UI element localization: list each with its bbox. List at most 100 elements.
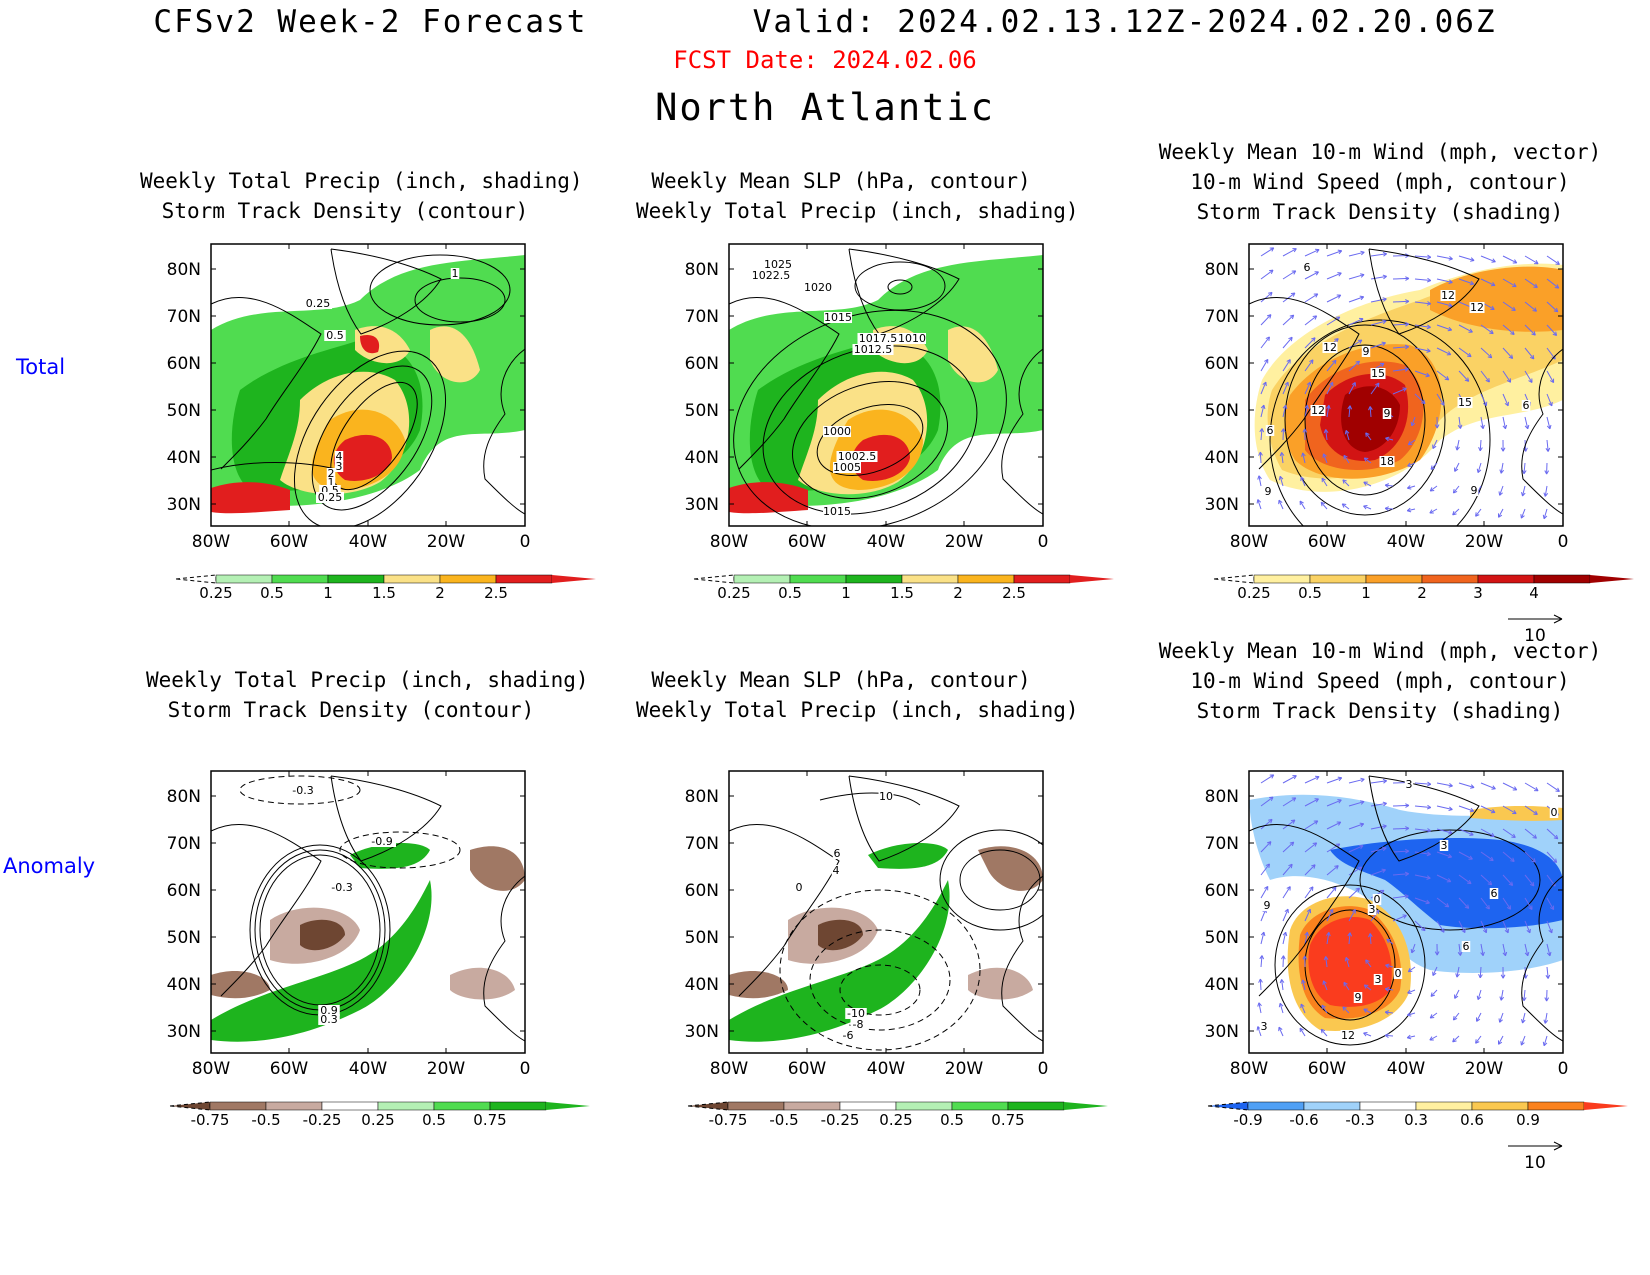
- contour-label: 1002.5: [838, 450, 877, 463]
- wind-vector: [1342, 1006, 1350, 1014]
- wind-vector-head: [1404, 848, 1410, 854]
- wind-vector-head: [1278, 1002, 1284, 1008]
- wind-vector-head: [1280, 428, 1286, 433]
- wind-vector: [1282, 863, 1293, 876]
- colorbar-label: 0.5: [940, 1111, 964, 1129]
- lon-label: 20W: [945, 1059, 984, 1079]
- contour-label-bg: [319, 485, 341, 496]
- wind-vector: [1260, 819, 1273, 830]
- wind-vector-head: [1344, 957, 1350, 962]
- wind-vector: [1326, 865, 1339, 876]
- wind-vector: [1453, 485, 1460, 494]
- wind-vector-head: [1467, 352, 1472, 358]
- wind-vector: [1414, 324, 1431, 328]
- wind-vector: [1257, 499, 1262, 510]
- wind-vector: [1414, 255, 1431, 258]
- colorbar-label: 2.5: [1002, 584, 1026, 602]
- wind-vector: [1343, 455, 1350, 464]
- contour-label-bg: [368, 836, 396, 847]
- wind-vector: [1408, 439, 1416, 446]
- contour-label: 6: [1463, 940, 1470, 953]
- lat-label: 30N: [685, 1022, 719, 1042]
- wind-vector-head: [1490, 832, 1495, 837]
- wind-vector: [1326, 799, 1342, 807]
- wind-vector: [1369, 406, 1372, 418]
- contour-label: -0.9: [371, 835, 392, 848]
- contour-label-bg: [832, 848, 842, 859]
- wind-vector-head: [1337, 249, 1343, 255]
- wind-vector: [1546, 416, 1551, 429]
- panel-3-title-line-2: 10-m Wind Speed (mph, contour): [1190, 170, 1570, 194]
- contour-label: 0.9: [320, 1004, 338, 1017]
- wind-vector: [1299, 1027, 1306, 1037]
- wind-vector: [1524, 370, 1533, 383]
- wind-vector: [1370, 342, 1386, 349]
- wind-vector: [1429, 508, 1438, 514]
- contour-label-bg: [852, 344, 894, 355]
- wind-vector-head: [1489, 329, 1494, 335]
- wind-vector-head: [1407, 989, 1412, 995]
- wind-vector: [1392, 827, 1409, 830]
- contour-label-bg: [1404, 779, 1414, 790]
- wind-vector-head: [1384, 506, 1389, 511]
- wind-vector-head: [1342, 479, 1347, 484]
- contour-label-bg: [1353, 992, 1363, 1003]
- wind-vector-head: [1290, 819, 1296, 824]
- wind-vector-head: [1532, 307, 1537, 312]
- colorbar-label: 0.75: [473, 1111, 506, 1129]
- colorbar-swatch: [1415, 1101, 1473, 1111]
- wind-vector-head: [1426, 851, 1431, 857]
- wind-vector-head: [1512, 282, 1517, 288]
- lat-label: 50N: [167, 401, 201, 421]
- wind-vector-head: [1265, 863, 1270, 868]
- wind-vector: [1326, 821, 1341, 830]
- wind-vector: [1260, 932, 1265, 945]
- panel-3-title-line-3: Storm Track Density (shading): [1196, 200, 1564, 224]
- contour-label: 0: [1374, 893, 1381, 906]
- wind-vector: [1364, 984, 1372, 991]
- panel-3-title-line-1: Weekly Mean 10-m Wind (mph, vector): [1158, 140, 1602, 164]
- lat-label: 50N: [685, 928, 719, 948]
- wind-vector: [1392, 368, 1409, 372]
- lat-label: 70N: [685, 834, 719, 854]
- contour-label-bg: [1322, 342, 1338, 353]
- wind-vector-head: [1480, 951, 1485, 957]
- wind-vector: [1502, 255, 1517, 264]
- wind-vector: [1414, 805, 1431, 809]
- wind-vector-head: [1548, 401, 1553, 407]
- contour-label-bg: [1469, 485, 1479, 496]
- wind-vector-head: [1467, 879, 1472, 885]
- wind-vector-head: [1452, 1037, 1457, 1043]
- wind-vector-head: [1355, 360, 1360, 366]
- lat-label: 50N: [1205, 928, 1239, 948]
- wind-vector-head: [1469, 831, 1474, 836]
- colorbar-label: -0.25: [821, 1111, 860, 1129]
- wind-vector-head: [1457, 424, 1463, 429]
- wind-vector: [1304, 886, 1314, 899]
- wind-vector-head: [1520, 1041, 1525, 1046]
- contour-label: -0.3: [292, 784, 313, 797]
- wind-vector: [1524, 828, 1537, 839]
- contour-label: 0.3: [320, 1013, 338, 1026]
- contour-label: 12: [1470, 301, 1484, 314]
- contour-label-bg: [823, 506, 851, 517]
- colorbar-swatch: [839, 1101, 897, 1111]
- wind-vector: [1363, 1032, 1372, 1037]
- wind-vector: [1414, 851, 1431, 855]
- wind-vector-head: [1529, 881, 1535, 887]
- wind-vector: [1480, 370, 1490, 383]
- wind-vector-head: [1384, 483, 1390, 488]
- wind-vector-head: [1461, 928, 1466, 934]
- wind-vector-head: [1363, 504, 1368, 510]
- wind-vector-head: [1404, 344, 1409, 350]
- wind-vector-head: [1337, 272, 1342, 277]
- wind-vector-head: [1531, 331, 1536, 336]
- wind-vector-head: [1351, 909, 1356, 914]
- colorbar-swatch: [895, 1101, 953, 1111]
- colorbar-label: 0.5: [778, 584, 802, 602]
- wind-vector: [1326, 272, 1342, 280]
- contour-label: 3: [1441, 839, 1448, 852]
- wind-vector-head: [1363, 1031, 1368, 1037]
- wind-vector: [1480, 782, 1496, 790]
- wind-vector-head: [1381, 868, 1386, 874]
